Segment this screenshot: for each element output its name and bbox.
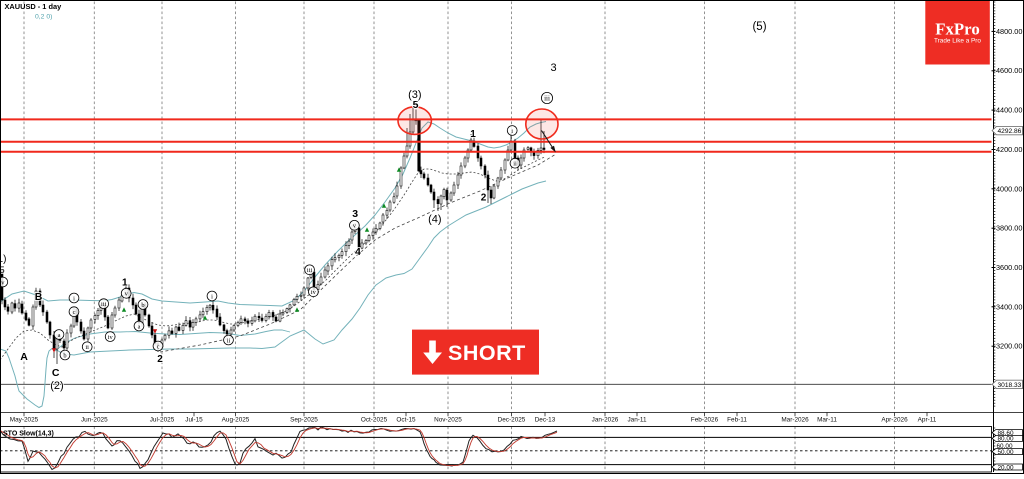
svg-text:iv: iv xyxy=(311,289,317,296)
svg-text:Feb-2026: Feb-2026 xyxy=(691,416,719,423)
svg-text:ii: ii xyxy=(85,344,89,351)
svg-text:iii: iii xyxy=(307,267,313,274)
svg-text:STO Slow(14,3): STO Slow(14,3) xyxy=(3,431,54,438)
svg-text:Mar-11: Mar-11 xyxy=(817,416,837,423)
svg-text:Jan-2026: Jan-2026 xyxy=(592,416,619,423)
svg-text:(5): (5) xyxy=(752,21,766,33)
svg-text:FxPro: FxPro xyxy=(935,20,979,39)
svg-text:4600.00: 4600.00 xyxy=(996,66,1022,75)
svg-text:4200.00: 4200.00 xyxy=(996,145,1022,154)
svg-text:20.00: 20.00 xyxy=(998,464,1014,471)
svg-text:Jul-15: Jul-15 xyxy=(185,416,203,423)
svg-text:3: 3 xyxy=(551,62,557,74)
svg-text:ii: ii xyxy=(513,161,517,168)
svg-text:v: v xyxy=(353,223,357,230)
svg-text:v: v xyxy=(125,291,129,298)
svg-text:XAUUSD - 1 day: XAUUSD - 1 day xyxy=(5,2,63,11)
svg-text:60.00: 60.00 xyxy=(997,443,1013,450)
svg-text:3800.00: 3800.00 xyxy=(996,224,1022,233)
svg-text:v: v xyxy=(1,279,5,286)
svg-text:c: c xyxy=(157,343,160,350)
svg-text:3600.00: 3600.00 xyxy=(996,263,1022,272)
svg-text:ii: ii xyxy=(227,337,231,344)
svg-text:Mar-2026: Mar-2026 xyxy=(781,416,809,423)
svg-text:Feb-11: Feb-11 xyxy=(727,416,747,423)
svg-text:2: 2 xyxy=(157,354,163,365)
svg-text:i: i xyxy=(73,295,75,302)
svg-text:C: C xyxy=(52,367,60,379)
svg-text:4: 4 xyxy=(355,246,361,258)
svg-text:(2): (2) xyxy=(50,380,63,392)
svg-text:i: i xyxy=(211,293,213,300)
svg-text:80.00: 80.00 xyxy=(998,436,1014,443)
svg-text:Jun-2025: Jun-2025 xyxy=(81,416,108,423)
svg-text:a: a xyxy=(58,332,61,339)
svg-text:Apr-11: Apr-11 xyxy=(918,416,937,423)
svg-text:1: 1 xyxy=(122,278,128,289)
svg-text:A: A xyxy=(20,351,28,363)
svg-text:b: b xyxy=(141,302,144,309)
svg-text:a: a xyxy=(138,323,141,330)
svg-text:(4): (4) xyxy=(428,214,441,226)
svg-text:4800.00: 4800.00 xyxy=(996,27,1022,36)
svg-text:3200.00: 3200.00 xyxy=(996,342,1022,351)
svg-text:i: i xyxy=(511,128,513,135)
svg-text:Trade Like a Pro: Trade Like a Pro xyxy=(934,38,981,45)
svg-text:b: b xyxy=(63,352,66,359)
svg-text:Jul-2025: Jul-2025 xyxy=(150,416,175,423)
svg-text:4292.86: 4292.86 xyxy=(998,128,1022,135)
svg-text:c: c xyxy=(73,309,76,316)
svg-text:iii: iii xyxy=(544,94,550,102)
svg-text:SHORT: SHORT xyxy=(448,341,526,365)
svg-text:iv: iv xyxy=(108,334,114,341)
svg-text:Dec-13: Dec-13 xyxy=(535,416,556,423)
svg-text:1): 1) xyxy=(0,254,6,265)
svg-text:Aug-2025: Aug-2025 xyxy=(222,416,250,423)
svg-text:(3): (3) xyxy=(408,89,421,101)
svg-text:3: 3 xyxy=(352,208,358,220)
svg-text:0,2 0): 0,2 0) xyxy=(35,14,52,21)
svg-text:iii: iii xyxy=(101,301,107,308)
svg-text:3400.00: 3400.00 xyxy=(996,302,1022,311)
svg-text:B: B xyxy=(35,291,43,303)
svg-text:Oct-2025: Oct-2025 xyxy=(361,416,388,423)
svg-text:3018.33: 3018.33 xyxy=(998,382,1022,389)
svg-text:Dec-2025: Dec-2025 xyxy=(498,416,526,423)
svg-text:88.60: 88.60 xyxy=(998,430,1014,437)
svg-text:Apr-2026: Apr-2026 xyxy=(881,416,908,423)
svg-text:Nov-2025: Nov-2025 xyxy=(434,416,462,423)
svg-text:1: 1 xyxy=(470,129,476,140)
svg-text:50.00: 50.00 xyxy=(998,449,1014,456)
svg-text:5: 5 xyxy=(0,265,5,276)
svg-text:May-2025: May-2025 xyxy=(10,416,39,423)
svg-text:4400.00: 4400.00 xyxy=(996,106,1022,115)
svg-text:Jan-11: Jan-11 xyxy=(627,416,647,423)
svg-text:5: 5 xyxy=(413,99,419,111)
svg-text:2: 2 xyxy=(481,193,487,204)
svg-text:Oct-15: Oct-15 xyxy=(396,416,416,423)
svg-text:4000.00: 4000.00 xyxy=(996,184,1022,193)
svg-text:Sep-2025: Sep-2025 xyxy=(290,416,318,423)
